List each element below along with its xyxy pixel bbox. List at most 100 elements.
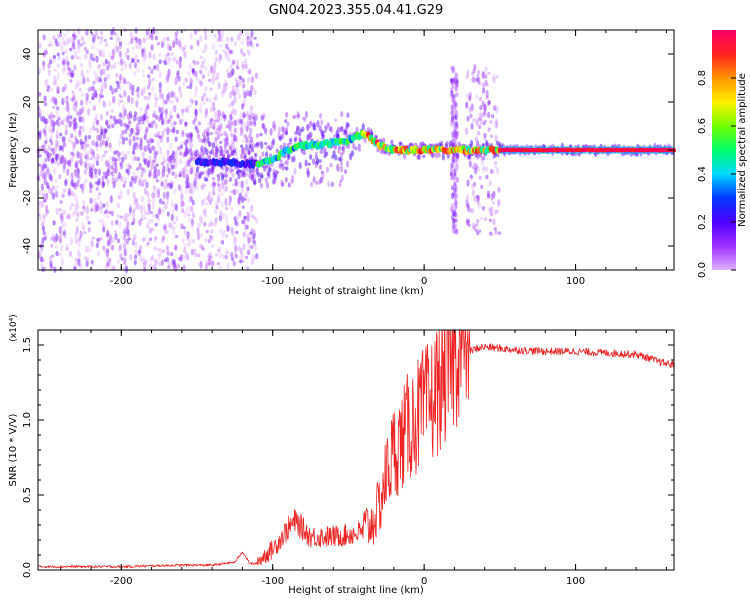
spectrogram-cell	[190, 143, 194, 148]
spectrogram-cell	[103, 102, 107, 108]
spectrogram-cell	[176, 263, 181, 269]
spectrogram-cell	[154, 65, 158, 69]
spectrogram-cell	[213, 61, 217, 68]
spectrogram-cell	[165, 248, 170, 256]
spectrogram-cell	[163, 258, 168, 263]
spectrogram-cell	[81, 92, 85, 98]
spectrogram-cell	[173, 121, 177, 126]
spectrogram-cell	[129, 165, 133, 170]
spectrogram-cell	[492, 190, 496, 199]
spectrogram-cell	[181, 131, 185, 138]
spectrogram-cell	[212, 187, 216, 196]
spectrogram-cell	[114, 157, 118, 163]
spectrogram-cell	[49, 256, 53, 261]
spectrogram-cell	[126, 221, 130, 228]
spectrogram-cell	[224, 165, 229, 174]
spectrogram-cell	[472, 162, 476, 167]
spectrogram-cell	[143, 38, 147, 44]
spectrogram-cell	[241, 195, 245, 203]
spectrogram-cell	[490, 206, 494, 212]
spectrogram-cell	[158, 113, 162, 120]
spectrogram-cell	[102, 132, 106, 140]
spectrogram-cell	[229, 176, 233, 182]
spectrogram-cell	[206, 154, 210, 159]
spectrogram-cell	[455, 82, 459, 87]
spectrogram-cell	[100, 128, 104, 135]
spectrogram-cell	[87, 108, 91, 116]
spectrogram-cell	[136, 59, 140, 63]
spectrogram-cell	[50, 147, 54, 152]
spectrogram-cell	[67, 190, 71, 197]
spectrogram-cell	[216, 132, 221, 140]
spectrogram-cell	[64, 105, 68, 112]
spectrogram-cell	[483, 136, 487, 140]
spectrogram-cell	[105, 160, 109, 167]
spectrogram-cell	[75, 161, 79, 169]
spectrogram-cell	[488, 207, 492, 214]
spectrogram-cell	[478, 229, 482, 233]
spectrogram-cell	[88, 62, 92, 70]
spectrogram-cell	[126, 150, 130, 154]
spectrogram-cell	[472, 224, 476, 231]
spectrogram-cell	[128, 111, 133, 117]
spectrogram-cell	[94, 117, 98, 121]
spectrogram-cell	[134, 53, 138, 61]
spectrogram-cell	[451, 65, 455, 73]
spectrogram-cell	[291, 174, 295, 182]
spectrogram-cell	[476, 194, 480, 202]
spectrogram-cell	[167, 59, 171, 63]
spectrogram-cell	[158, 71, 162, 78]
spectrogram-cell	[95, 141, 99, 148]
spectrogram-cell	[114, 165, 118, 174]
spectrogram-cell	[152, 52, 156, 61]
spectrogram-cell	[98, 134, 102, 142]
spectrogram-cell	[227, 47, 231, 52]
spectrogram-cell	[249, 127, 253, 135]
spectrogram-cell	[176, 72, 180, 79]
spectrogram-cell	[198, 171, 202, 179]
spectrogram-cell	[184, 121, 188, 128]
spectrogram-cell	[42, 60, 46, 66]
spectrogram-cell	[66, 72, 70, 77]
spectrogram-cell	[106, 170, 110, 177]
spectrogram-cell	[115, 37, 119, 45]
spectrogram-cell	[264, 142, 268, 145]
spectrogram-cell	[491, 114, 495, 119]
spectrogram-cell	[455, 156, 459, 162]
spectrogram-cell	[367, 127, 371, 132]
spectrogram-cell	[43, 171, 47, 179]
spectrogram-cell	[136, 156, 141, 162]
spectrogram-cell	[321, 172, 325, 180]
spectrogram-cell	[141, 146, 145, 151]
spectrogram-cell	[85, 28, 89, 36]
spectrogram-cell	[191, 199, 195, 206]
spectrogram-cell	[250, 228, 254, 235]
spectrogram-cell	[113, 96, 117, 103]
spectrogram-cell	[92, 106, 96, 111]
spectrogram-cell	[49, 260, 53, 267]
spectrogram-cell	[220, 112, 225, 119]
spectrogram-cell	[142, 205, 146, 210]
spectrogram-cell	[225, 133, 229, 141]
spectrogram-cell	[59, 200, 63, 204]
spectrogram-cell	[284, 177, 288, 183]
spectrogram-cell	[247, 243, 251, 249]
spectrogram-cell	[329, 162, 333, 168]
spectrogram-cell	[96, 205, 100, 212]
spectrogram-cell	[213, 121, 217, 125]
spectrogram-cell	[81, 183, 85, 192]
spectrogram-cell	[94, 92, 98, 99]
spectrogram-cell	[104, 171, 108, 180]
spectrogram-cell	[38, 92, 42, 97]
spectrogram-cell	[74, 99, 78, 108]
spectrogram-cell	[253, 143, 258, 148]
spectrogram-cell	[66, 243, 70, 247]
spectrogram-cell	[156, 187, 160, 195]
spectrogram-cell	[489, 120, 493, 124]
spectrogram-cell	[126, 188, 130, 196]
spectrogram-cell	[143, 158, 147, 165]
spectrogram-cell	[199, 261, 203, 269]
spectrogram-cell	[76, 160, 80, 164]
spectrogram-cell	[73, 266, 77, 271]
spectrogram-cell	[183, 165, 187, 173]
